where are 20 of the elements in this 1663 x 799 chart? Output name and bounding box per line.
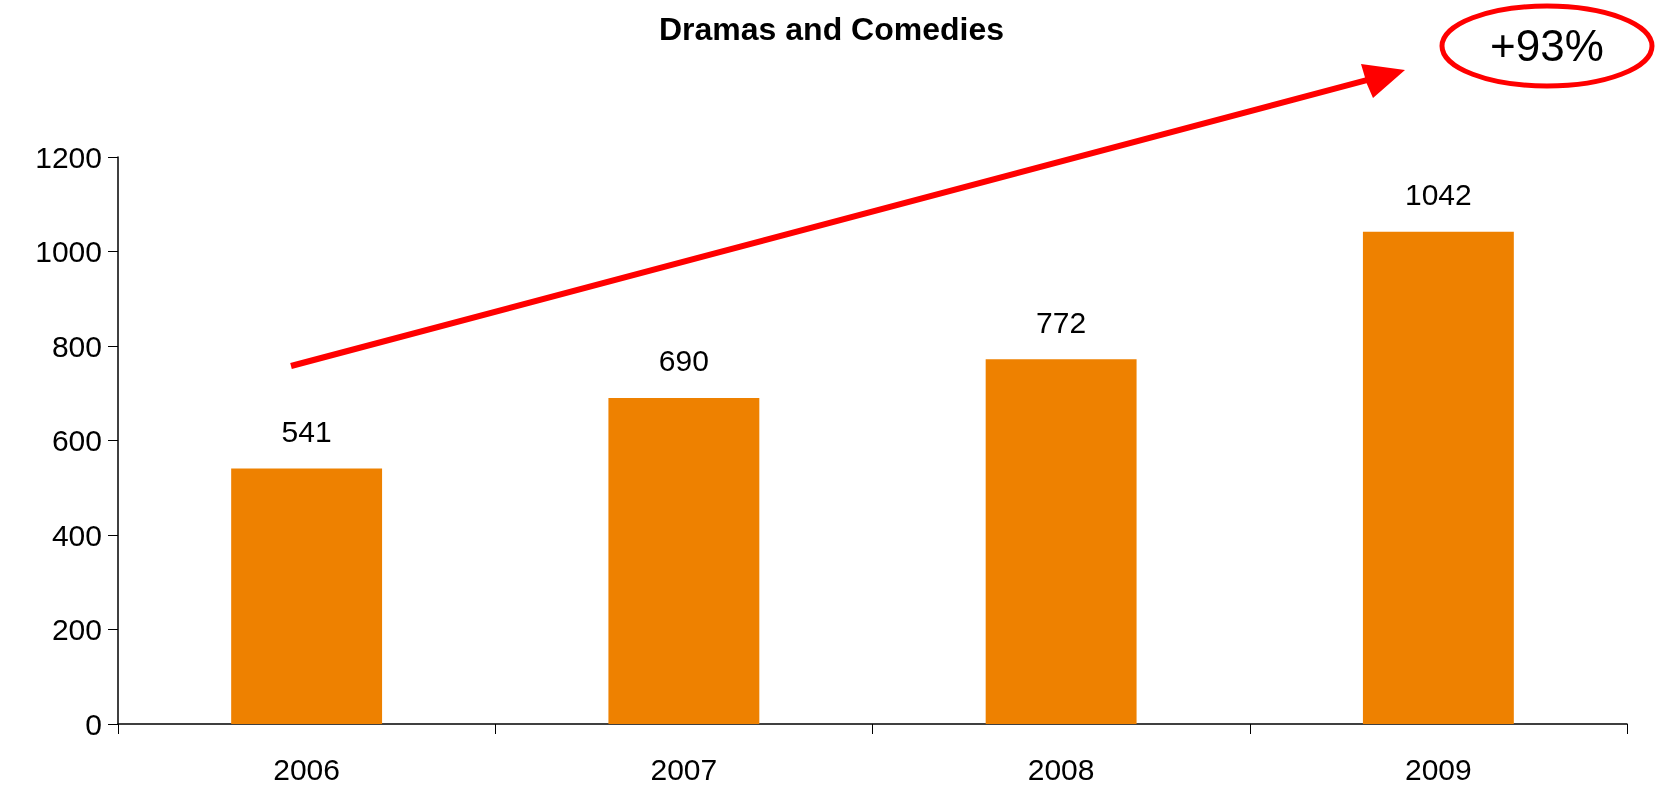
data-label: 690 [658, 344, 709, 378]
x-tick-label: 2008 [1027, 752, 1095, 786]
x-tick-label: 2009 [1405, 752, 1472, 786]
x-tick-label: 2006 [273, 752, 340, 786]
y-tick-label: 800 [51, 329, 102, 363]
bar [1362, 231, 1514, 724]
bar [608, 397, 760, 724]
bar [231, 468, 383, 724]
x-tick-label: 2007 [650, 752, 718, 786]
data-label: 541 [281, 414, 332, 448]
y-tick-label: 1200 [35, 140, 102, 174]
chart-title: Dramas and Comedies [658, 11, 1005, 47]
y-tick-label: 200 [51, 613, 102, 646]
y-tick-label: 1000 [35, 235, 102, 268]
bar [985, 359, 1137, 724]
y-tick-label: 600 [51, 424, 102, 457]
y-tick-label: 400 [51, 518, 102, 552]
data-label: 772 [1036, 305, 1087, 339]
data-label: 1042 [1405, 178, 1472, 212]
y-tick-label: 0 [85, 707, 102, 741]
